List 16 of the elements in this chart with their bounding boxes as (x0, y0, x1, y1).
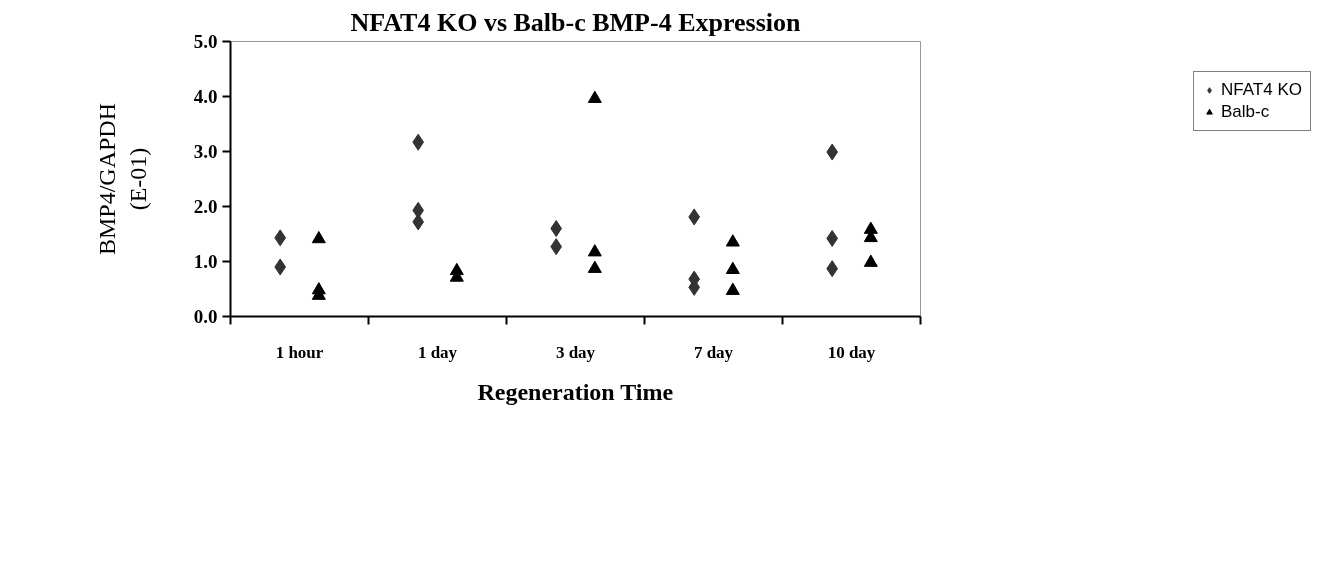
x-tick-label: 1 day (417, 342, 458, 362)
y-tick-label: 2.0 (193, 196, 218, 217)
y-tick-label: 1.0 (193, 251, 218, 272)
legend-label: NFAT4 KO (1221, 80, 1302, 100)
x-tick-label: 10 day (827, 342, 876, 362)
legend-label: Balb-c (1221, 102, 1270, 122)
x-tick-label: 3 day (555, 342, 596, 362)
x-tick-label: 1 hour (275, 342, 324, 362)
x-axis-title: Regeneration Time (477, 378, 674, 405)
y-tick-label: 4.0 (193, 86, 218, 107)
y-tick-label: 5.0 (193, 31, 218, 52)
chart-title: NFAT4 KO vs Balb-c BMP-4 Expression (350, 7, 802, 37)
y-axis-title: BMP4/GAPDH (E-01) (93, 102, 151, 256)
y-tick-label: 3.0 (193, 141, 218, 162)
x-tick-label: 7 day (693, 342, 734, 362)
y-tick-label: 0.0 (193, 306, 218, 327)
